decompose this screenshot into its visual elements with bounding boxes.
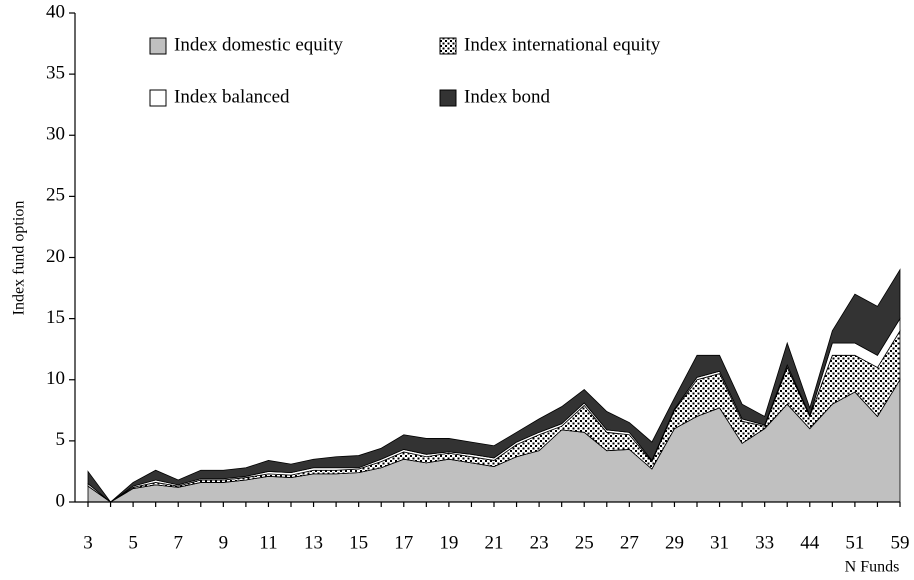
legend-label: Index domestic equity [174, 34, 343, 55]
y-tick-label: 15 [46, 307, 65, 328]
x-tick-label: 17 [394, 532, 413, 553]
y-tick-label: 30 [46, 124, 65, 145]
area [87, 268, 901, 503]
x-tick-label: 23 [530, 532, 549, 553]
x-tick-label: 13 [304, 532, 323, 553]
x-tick-label: 25 [575, 532, 594, 553]
x-tick-label: 7 [173, 532, 183, 553]
x-tick-label: 3 [83, 532, 93, 553]
legend-label: Index balanced [174, 86, 290, 107]
y-tick-label: 10 [46, 368, 65, 389]
y-axis-title: Index fund option [11, 201, 28, 316]
x-tick-label: 11 [259, 532, 277, 553]
x-tick-label: 21 [485, 532, 504, 553]
y-tick-label: 5 [56, 429, 66, 450]
x-axis-title: N Funds [845, 559, 900, 576]
legend-swatch [439, 37, 457, 55]
legend-swatch [439, 89, 457, 107]
x-tick-label: 27 [620, 532, 639, 553]
legend-label: Index bond [464, 86, 551, 107]
y-tick-label: 0 [56, 490, 66, 511]
x-tick-label: 9 [219, 532, 229, 553]
x-tick-label: 33 [755, 532, 774, 553]
legend-swatch [149, 89, 167, 107]
legend-label: Index international equity [464, 34, 661, 55]
x-tick-label: 5 [128, 532, 138, 553]
x-tick-label: 31 [710, 532, 729, 553]
x-tick-label: 19 [439, 532, 458, 553]
x-tick-label: 44 [800, 532, 820, 553]
y-tick-label: 40 [46, 1, 65, 22]
x-tick-label: 59 [891, 532, 910, 553]
x-tick-label: 51 [845, 532, 864, 553]
legend-swatch [149, 37, 167, 55]
y-tick-label: 35 [46, 62, 65, 83]
x-tick-label: 15 [349, 532, 368, 553]
y-tick-label: 25 [46, 185, 65, 206]
y-tick-label: 20 [46, 246, 65, 267]
x-tick-label: 29 [665, 532, 684, 553]
